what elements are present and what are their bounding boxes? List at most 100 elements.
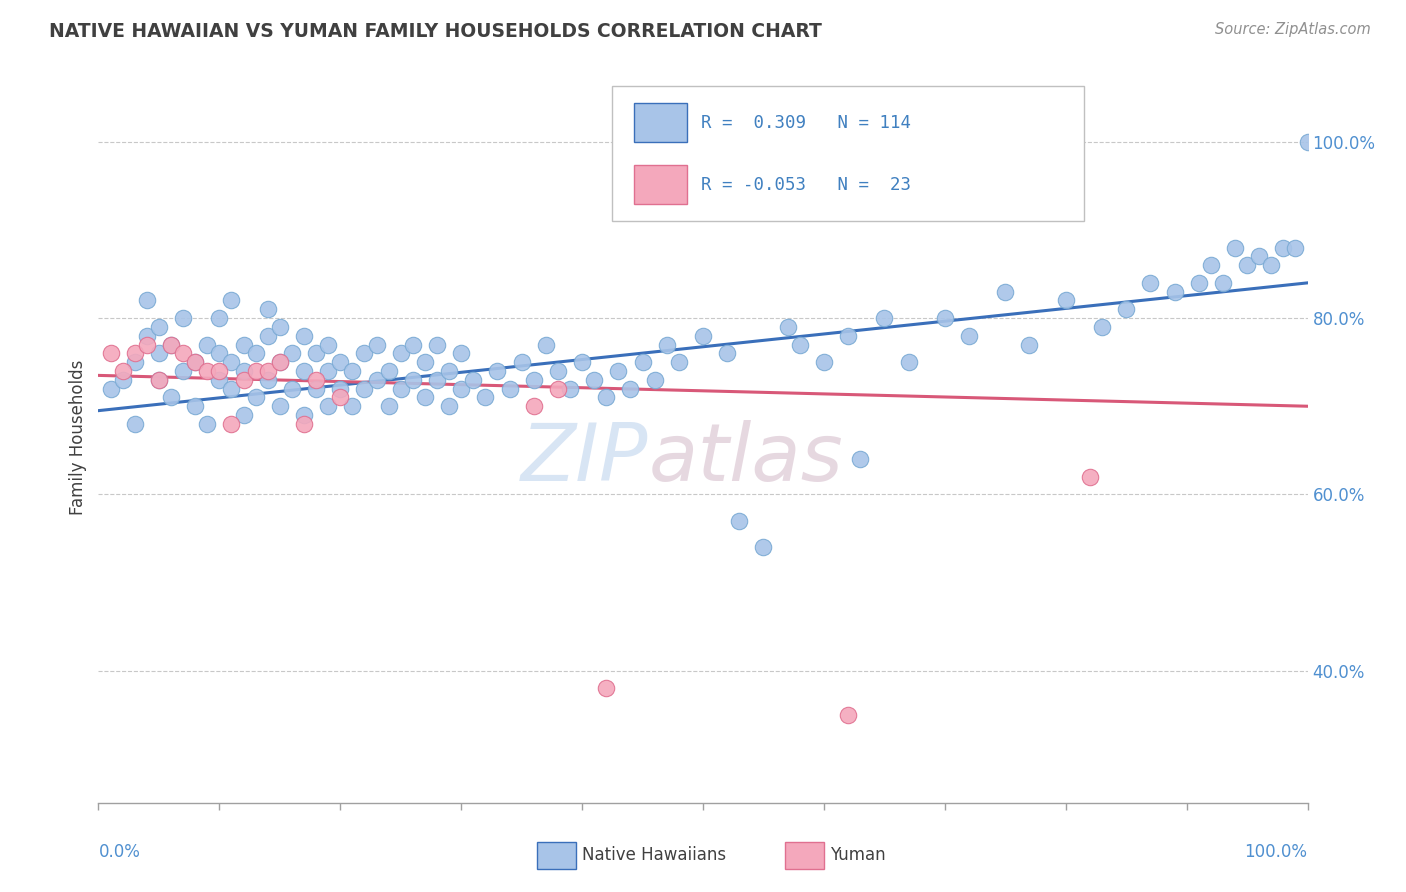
Point: [644, 373, 666, 387]
Point: [269, 399, 291, 413]
Point: [595, 391, 617, 405]
Point: [245, 346, 267, 360]
Point: [463, 373, 485, 387]
Point: [523, 373, 546, 387]
Point: [100, 346, 122, 360]
Point: [377, 399, 399, 413]
FancyBboxPatch shape: [785, 842, 824, 869]
Point: [135, 293, 157, 308]
Point: [897, 355, 920, 369]
Text: NATIVE HAWAIIAN VS YUMAN FAMILY HOUSEHOLDS CORRELATION CHART: NATIVE HAWAIIAN VS YUMAN FAMILY HOUSEHOL…: [49, 22, 823, 41]
Point: [1188, 276, 1211, 290]
Point: [498, 382, 520, 396]
Text: ZIP: ZIP: [522, 420, 648, 498]
Point: [426, 373, 449, 387]
Point: [172, 364, 194, 378]
Point: [160, 391, 183, 405]
Point: [208, 346, 231, 360]
Point: [631, 355, 654, 369]
Text: Native Hawaiians: Native Hawaiians: [582, 847, 727, 864]
Point: [353, 346, 375, 360]
Point: [655, 337, 678, 351]
Point: [1249, 249, 1271, 263]
Point: [245, 364, 267, 378]
Point: [837, 707, 859, 722]
Point: [571, 355, 593, 369]
Point: [450, 346, 472, 360]
Point: [366, 337, 388, 351]
Point: [172, 346, 194, 360]
Point: [402, 337, 425, 351]
Point: [716, 346, 738, 360]
Point: [208, 373, 231, 387]
Point: [353, 382, 375, 396]
Point: [316, 364, 339, 378]
Point: [437, 399, 460, 413]
FancyBboxPatch shape: [537, 842, 576, 869]
Point: [221, 355, 243, 369]
Point: [1236, 258, 1258, 272]
Point: [256, 364, 278, 378]
Point: [148, 320, 170, 334]
Point: [813, 355, 835, 369]
Point: [1260, 258, 1282, 272]
Point: [316, 337, 339, 351]
Text: 100.0%: 100.0%: [1244, 843, 1308, 861]
Point: [195, 364, 218, 378]
Point: [292, 364, 315, 378]
Point: [583, 373, 606, 387]
Point: [1223, 241, 1246, 255]
Point: [329, 355, 352, 369]
Point: [148, 373, 170, 387]
Point: [305, 346, 328, 360]
Point: [160, 337, 183, 351]
Point: [292, 408, 315, 422]
Point: [619, 382, 641, 396]
Point: [111, 364, 134, 378]
Point: [111, 373, 134, 387]
Point: [873, 311, 896, 326]
Point: [160, 337, 183, 351]
Point: [184, 399, 207, 413]
Text: Yuman: Yuman: [830, 847, 886, 864]
Point: [342, 399, 364, 413]
Point: [135, 328, 157, 343]
Point: [269, 355, 291, 369]
Point: [232, 373, 254, 387]
Text: R =  0.309   N = 114: R = 0.309 N = 114: [700, 113, 911, 131]
Point: [776, 320, 799, 334]
Point: [221, 382, 243, 396]
FancyBboxPatch shape: [634, 165, 688, 204]
Point: [148, 373, 170, 387]
Point: [305, 373, 328, 387]
Point: [402, 373, 425, 387]
Point: [1199, 258, 1222, 272]
Point: [1115, 302, 1137, 317]
Text: R = -0.053   N =  23: R = -0.053 N = 23: [700, 176, 911, 194]
Point: [389, 382, 412, 396]
Point: [1163, 285, 1185, 299]
Point: [316, 399, 339, 413]
Point: [957, 328, 980, 343]
Point: [366, 373, 388, 387]
Point: [135, 337, 157, 351]
Point: [1054, 293, 1077, 308]
Point: [523, 399, 546, 413]
Point: [281, 346, 304, 360]
Text: Source: ZipAtlas.com: Source: ZipAtlas.com: [1215, 22, 1371, 37]
Point: [329, 391, 352, 405]
Point: [1296, 135, 1319, 149]
Point: [1018, 337, 1040, 351]
Point: [728, 514, 751, 528]
Point: [172, 311, 194, 326]
Point: [558, 382, 581, 396]
Point: [595, 681, 617, 696]
Point: [789, 337, 811, 351]
Point: [437, 364, 460, 378]
Point: [208, 311, 231, 326]
Point: [377, 364, 399, 378]
Point: [208, 364, 231, 378]
Point: [256, 373, 278, 387]
Point: [450, 382, 472, 396]
Point: [1091, 320, 1114, 334]
